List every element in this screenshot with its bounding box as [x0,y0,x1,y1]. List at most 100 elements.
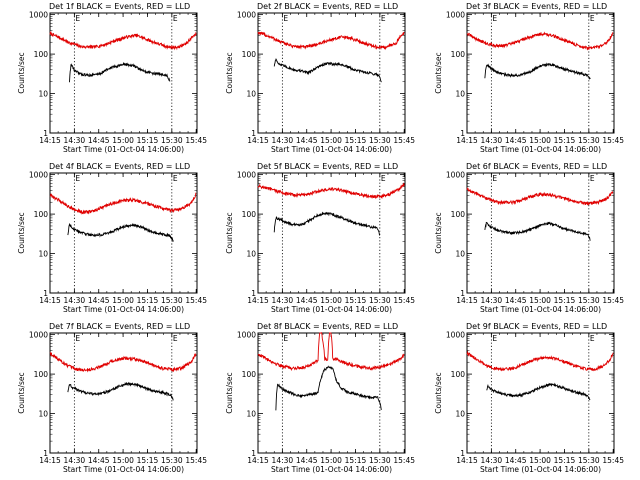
y-tick-label: 1000 [446,331,465,340]
x-tick-label: 14:30 [481,296,503,305]
x-tick-label: 15:45 [393,456,415,465]
x-tick-label: 15:45 [393,136,415,145]
plot-frame [49,172,198,294]
x-tick-label: 14:15 [247,136,269,145]
y-tick-label: 1 [251,129,256,138]
y-axis-label: Counts/sec [434,372,443,413]
y-tick-label: 1000 [446,11,465,20]
x-tick-label: 15:30 [161,456,183,465]
event-marker-label: E [173,174,178,183]
x-tick-label: 14:45 [505,136,527,145]
event-marker-label: E [590,334,595,343]
x-axis-label: Start Time (01-Oct-04 14:06:00) [271,465,392,474]
x-tick-label: 14:30 [481,456,503,465]
y-axis-label: Counts/sec [434,212,443,253]
series-lld-red [49,30,197,51]
x-tick-label: 15:30 [369,456,391,465]
y-tick-label: 100 [34,50,49,59]
x-axis-label: Start Time (01-Oct-04 14:06:00) [63,465,184,474]
x-tick-label: 15:00 [529,296,551,305]
x-tick-label: 15:15 [137,296,159,305]
chart-title: Det 7f BLACK = Events, RED = LLD [49,322,190,331]
chart-title: Det 2f BLACK = Events, RED = LLD [257,2,398,11]
plot-frame [466,12,615,134]
plot-frame [49,332,198,454]
plot-frame [257,332,406,454]
x-axis-label: Start Time (01-Oct-04 14:06:00) [271,145,392,154]
plot-frame [49,12,198,134]
y-tick-label: 1 [43,129,48,138]
x-tick-label: 15:30 [578,456,600,465]
x-tick-label: 14:45 [296,456,318,465]
y-axis-label: Counts/sec [225,372,234,413]
y-tick-label: 1 [43,289,48,298]
x-tick-label: 15:30 [578,136,600,145]
y-tick-label: 100 [451,50,466,59]
x-tick-label: 15:45 [185,296,207,305]
x-tick-label: 14:30 [64,296,86,305]
chart-title: Det 8f BLACK = Events, RED = LLD [257,322,398,331]
x-tick-label: 15:30 [161,136,183,145]
x-tick-label: 15:15 [554,136,576,145]
chart-title: Det 3f BLACK = Events, RED = LLD [466,2,607,11]
x-tick-label: 14:30 [272,296,294,305]
y-tick-label: 100 [34,210,49,219]
x-tick-label: 15:30 [161,296,183,305]
series-events-black [67,222,174,242]
y-tick-label: 10 [38,250,48,259]
x-axis-label: Start Time (01-Oct-04 14:06:00) [271,305,392,314]
x-tick-label: 15:30 [369,296,391,305]
x-tick-label: 15:00 [529,456,551,465]
event-marker-label: E [75,14,80,23]
x-axis-label: Start Time (01-Oct-04 14:06:00) [480,145,601,154]
chart-title: Det 6f BLACK = Events, RED = LLD [466,162,607,171]
series-events-black [484,221,591,241]
x-tick-label: 14:15 [247,456,269,465]
series-lld-red [466,350,614,372]
chart-title: Det 1f BLACK = Events, RED = LLD [49,2,190,11]
y-tick-label: 100 [451,370,466,379]
y-tick-label: 1 [251,449,256,458]
y-tick-label: 1000 [237,171,256,180]
x-tick-label: 14:45 [296,136,318,145]
series-events-black [273,211,381,236]
x-tick-label: 14:45 [88,296,110,305]
y-tick-label: 1000 [237,11,256,20]
y-tick-label: 10 [455,90,465,99]
x-tick-label: 14:45 [88,136,110,145]
x-tick-label: 14:45 [88,456,110,465]
y-tick-label: 1 [460,289,465,298]
y-tick-label: 100 [242,210,257,219]
event-marker-label: E [173,334,178,343]
series-events-black [486,382,591,401]
y-tick-label: 10 [455,250,465,259]
x-tick-label: 14:30 [272,456,294,465]
event-marker-label: E [590,174,595,183]
x-tick-label: 15:45 [602,296,624,305]
x-tick-label: 15:15 [345,456,367,465]
event-marker-label: E [173,14,178,23]
event-marker-label: E [283,14,288,23]
x-tick-label: 15:30 [578,296,600,305]
series-lld-red [257,332,405,372]
y-tick-label: 10 [455,410,465,419]
event-marker-label: E [381,174,386,183]
event-marker-label: E [492,334,497,343]
series-events-black [273,58,382,83]
y-axis-label: Counts/sec [17,52,26,93]
x-tick-label: 15:15 [554,456,576,465]
x-tick-label: 15:15 [554,296,576,305]
y-tick-label: 100 [242,370,257,379]
y-tick-label: 10 [38,410,48,419]
x-tick-label: 15:30 [369,136,391,145]
x-tick-label: 14:30 [64,136,86,145]
event-marker-label: E [492,14,497,23]
x-tick-label: 14:30 [272,136,294,145]
event-marker-label: E [75,334,80,343]
